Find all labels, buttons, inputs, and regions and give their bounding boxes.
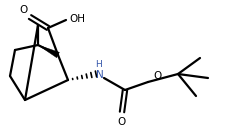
Polygon shape: [38, 45, 59, 58]
Text: N: N: [96, 70, 104, 80]
Text: O: O: [153, 71, 161, 81]
Text: O: O: [117, 117, 125, 127]
Text: O: O: [20, 5, 28, 15]
Text: OH: OH: [69, 14, 85, 24]
Text: H: H: [96, 60, 102, 69]
